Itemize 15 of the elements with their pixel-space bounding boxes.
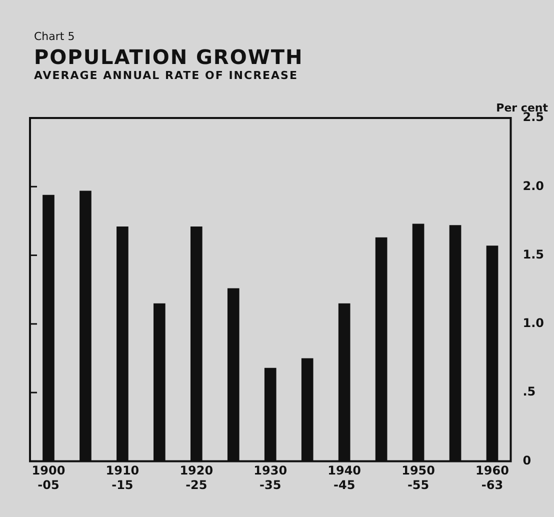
chart-subtitle: AVERAGE ANNUAL RATE OF INCREASE (34, 69, 299, 82)
x-tick-label: 1940 -45 (328, 464, 362, 492)
x-tick-label: 1910 -15 (106, 464, 140, 492)
x-tick-label: 1930 -35 (254, 464, 288, 492)
y-tick-label: 1.0 (522, 316, 544, 330)
x-tick-label: 1950 -55 (402, 464, 435, 492)
x-tick-label: 1920 -25 (180, 464, 214, 492)
y-tick-label: 1.5 (522, 247, 544, 262)
x-tick-label: 1900 -05 (32, 464, 66, 492)
x-tick-label: 1960 -63 (476, 464, 509, 492)
chart-title: POPULATION GROWTH (34, 45, 304, 69)
caption: Chart 5 (34, 30, 76, 43)
y-tick-label: .5 (522, 384, 536, 399)
y-tick-label: 2.0 (522, 178, 544, 193)
y-tick-label: 0 (522, 453, 532, 468)
